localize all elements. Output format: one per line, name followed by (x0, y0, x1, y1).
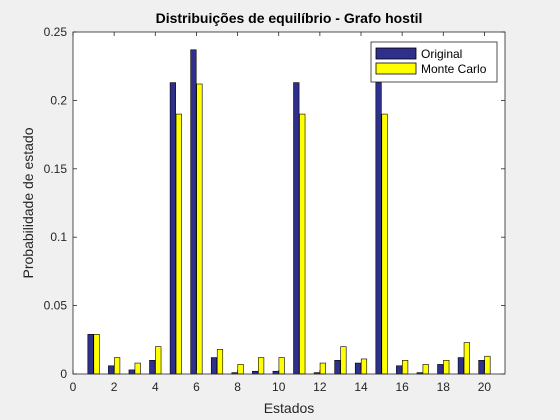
legend-label-monte-carlo: Monte Carlo (421, 62, 487, 76)
y-tick-label-2: 0.1 (50, 230, 67, 244)
bar-monte-carlo-5 (175, 113, 182, 375)
x-tick-label-16: 16 (395, 380, 409, 394)
bar-original-1 (87, 334, 94, 375)
bar-monte-carlo-6 (196, 83, 203, 375)
bar-monte-carlo-7 (216, 349, 224, 375)
legend-swatch-monte-carlo (375, 62, 417, 75)
x-tick-label-10: 10 (272, 380, 286, 394)
bar-monte-carlo-13 (340, 346, 347, 375)
bar-original-10 (272, 370, 279, 375)
y-axis-label: Probabilidade de estado (20, 127, 36, 278)
y-tick-label-4: 0.2 (50, 93, 67, 107)
bar-original-18 (437, 364, 444, 375)
bar-monte-carlo-18 (443, 360, 450, 375)
bar-monte-carlo-8 (237, 364, 244, 375)
bar-original-2 (108, 365, 115, 375)
bar-original-20 (478, 360, 485, 375)
bar-monte-carlo-4 (155, 346, 162, 375)
bar-original-16 (396, 365, 403, 375)
y-tick-label-3: 0.15 (44, 162, 68, 176)
bar-original-3 (128, 369, 135, 375)
bar-original-11 (293, 82, 300, 375)
bar-monte-carlo-1 (93, 334, 100, 375)
bar-monte-carlo-12 (319, 362, 326, 375)
x-tick-label-18: 18 (437, 380, 451, 394)
bar-original-7 (210, 357, 218, 375)
bar-original-5 (169, 82, 176, 375)
bar-original-9 (252, 370, 259, 375)
bar-monte-carlo-16 (402, 360, 409, 375)
y-tick-label-5: 0.25 (44, 25, 68, 39)
x-tick-label-20: 20 (478, 380, 492, 394)
x-tick-label-4: 4 (152, 380, 159, 394)
plot-area (73, 32, 505, 374)
bar-monte-carlo-3 (134, 362, 141, 375)
x-tick-label-0: 0 (70, 380, 77, 394)
ticks-group: 0 2 4 6 8 10 12 14 16 18 20 0 0.05 0.1 0.15 0.2 0.25 (44, 25, 505, 394)
legend: Original Monte Carlo (370, 41, 498, 83)
x-axis-label: Estados (264, 400, 315, 416)
x-tick-label-14: 14 (354, 380, 368, 394)
axes-group (72, 31, 506, 375)
x-tick-label-2: 2 (111, 380, 118, 394)
bar-original-13 (334, 360, 341, 375)
bar-original-6 (190, 49, 197, 375)
x-tick-label-6: 6 (193, 380, 200, 394)
bar-monte-carlo-11 (299, 113, 306, 375)
bar-monte-carlo-17 (422, 364, 429, 375)
bar-original-19 (457, 357, 464, 375)
bar-monte-carlo-14 (360, 358, 368, 375)
bar-monte-carlo-19 (463, 342, 470, 375)
bar-original-15 (375, 82, 382, 375)
bar-monte-carlo-10 (278, 357, 285, 375)
bar-monte-carlo-2 (114, 357, 121, 375)
y-tick-label-1: 0.05 (44, 299, 68, 313)
bar-monte-carlo-9 (258, 357, 265, 375)
x-tick-label-8: 8 (234, 380, 241, 394)
x-tick-label-12: 12 (313, 380, 327, 394)
chart-title: Distribuições de equilíbrio - Grafo host… (156, 10, 423, 26)
bar-monte-carlo-20 (484, 355, 491, 375)
legend-label-original: Original (421, 47, 462, 61)
bar-original-14 (354, 362, 362, 375)
axes-box (72, 31, 506, 375)
legend-swatch-original (375, 47, 417, 60)
bar-monte-carlo-15 (381, 113, 388, 375)
y-tick-label-0: 0 (60, 367, 67, 381)
bar-original-4 (149, 360, 156, 375)
